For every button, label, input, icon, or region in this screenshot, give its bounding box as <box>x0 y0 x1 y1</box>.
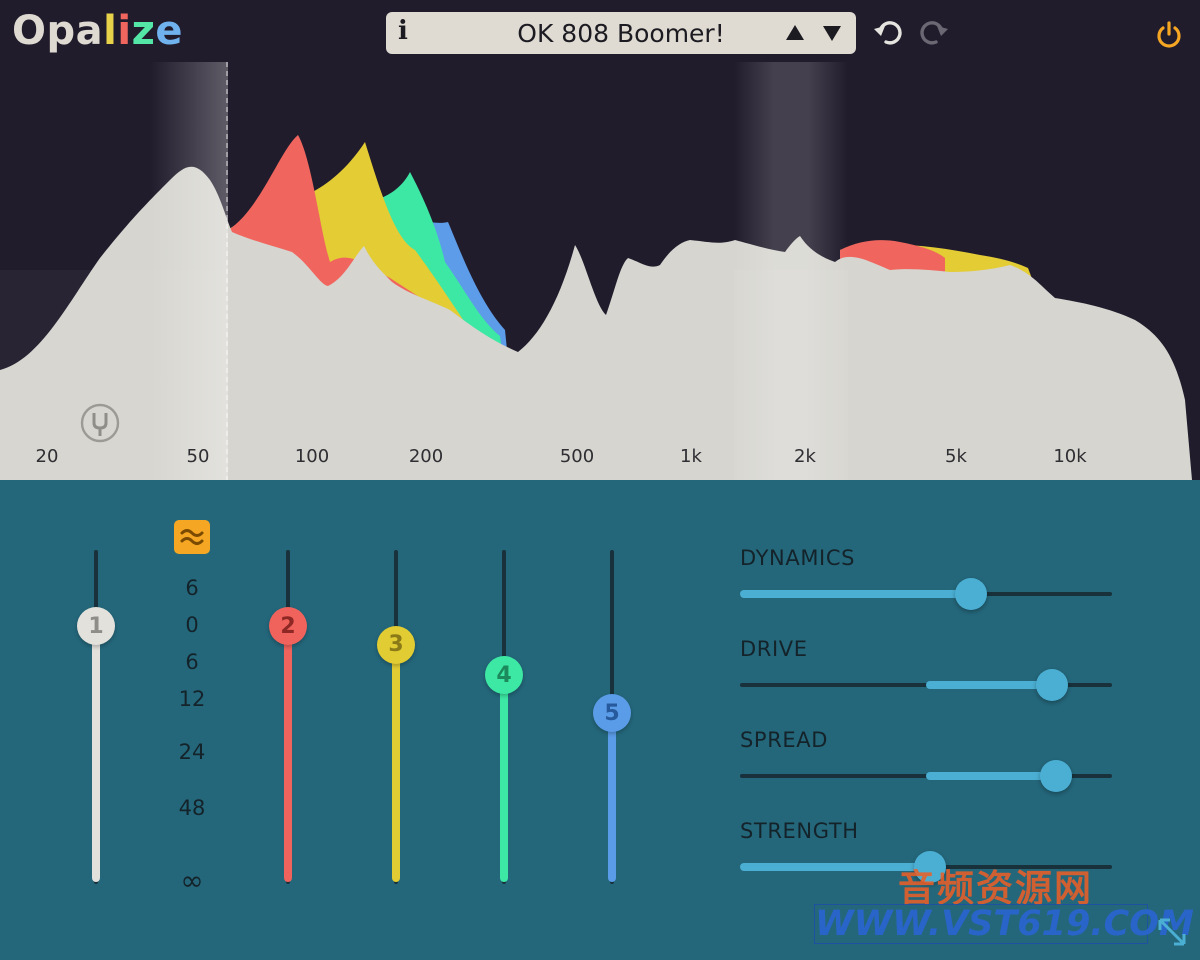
freq-label-10k: 10k <box>1053 446 1087 467</box>
drive-label: DRIVE <box>740 637 808 661</box>
power-icon[interactable] <box>1154 20 1184 50</box>
triangle-down-icon[interactable] <box>823 26 841 41</box>
app-logo: Opalize <box>12 8 184 54</box>
db-label-infinity: ∞ <box>180 864 204 897</box>
freq-label-20: 20 <box>35 446 59 467</box>
freq-label-2k: 2k <box>794 446 816 467</box>
db-label-plus6: 6 <box>185 576 199 600</box>
fader-fill-band3 <box>392 644 400 882</box>
preset-name[interactable]: OK 808 Boomer! <box>517 19 725 48</box>
freq-label-50: 50 <box>186 446 210 467</box>
drive-slider-thumb[interactable] <box>1036 669 1069 701</box>
fader-fill-band4 <box>500 675 508 882</box>
mid-band-highlight <box>734 62 848 480</box>
dynamics-slider-fill <box>740 590 971 598</box>
strength-slider-thumb[interactable] <box>913 851 946 883</box>
strength-slider-fill <box>740 863 930 871</box>
db-label-0: 0 <box>185 613 199 637</box>
spread-label: SPREAD <box>740 728 828 752</box>
dynamics-slider-thumb[interactable] <box>954 578 987 610</box>
fader-knob-band5[interactable]: 5 <box>593 694 631 733</box>
db-label-12: 12 <box>178 687 206 711</box>
watermark-chinese: 音频资源网 <box>898 867 1093 910</box>
preset-info-button[interactable]: i <box>398 16 408 46</box>
spread-slider-fill <box>926 772 1057 780</box>
db-label-minus6: 6 <box>185 650 199 674</box>
undo-icon[interactable] <box>872 18 906 48</box>
fader-knob-band2[interactable]: 2 <box>269 607 307 645</box>
low-band-highlight <box>150 62 228 480</box>
redo-icon[interactable] <box>916 18 950 48</box>
drive-slider-fill <box>926 681 1053 689</box>
base-spectrum <box>0 166 1192 480</box>
spectrum-display <box>0 62 1192 480</box>
freq-label-500: 500 <box>559 446 595 467</box>
preset-selector[interactable]: i OK 808 Boomer! <box>386 12 856 54</box>
db-label-24: 24 <box>178 740 206 764</box>
triangle-up-icon[interactable] <box>786 25 804 40</box>
watermark-url: WWW.VST619.COM <box>814 904 1194 944</box>
resize-icon[interactable] <box>1156 916 1188 948</box>
freq-label-5k: 5k <box>945 446 967 467</box>
dynamics-label: DYNAMICS <box>740 546 856 570</box>
waves-icon <box>180 529 204 545</box>
fader-fill-band1 <box>92 626 100 882</box>
freq-label-1k: 1k <box>680 446 702 467</box>
fader-knob-band4[interactable]: 4 <box>485 656 523 695</box>
tuning-fork-icon[interactable] <box>80 403 120 443</box>
db-label-48: 48 <box>178 796 206 820</box>
freq-label-200: 200 <box>408 446 444 467</box>
fader-fill-band2 <box>284 626 292 882</box>
bands-toggle-button[interactable] <box>174 520 210 554</box>
spectrum-panel: Opalize i OK 808 Boomer! 20 50 100 200 5… <box>0 0 1200 480</box>
fader-knob-band3[interactable]: 3 <box>377 625 415 664</box>
spread-slider-thumb[interactable] <box>1040 760 1073 792</box>
freq-label-100: 100 <box>294 446 330 467</box>
fader-knob-band1[interactable]: 1 <box>77 607 115 645</box>
fader-fill-band5 <box>608 713 616 882</box>
strength-label: STRENGTH <box>740 819 859 843</box>
